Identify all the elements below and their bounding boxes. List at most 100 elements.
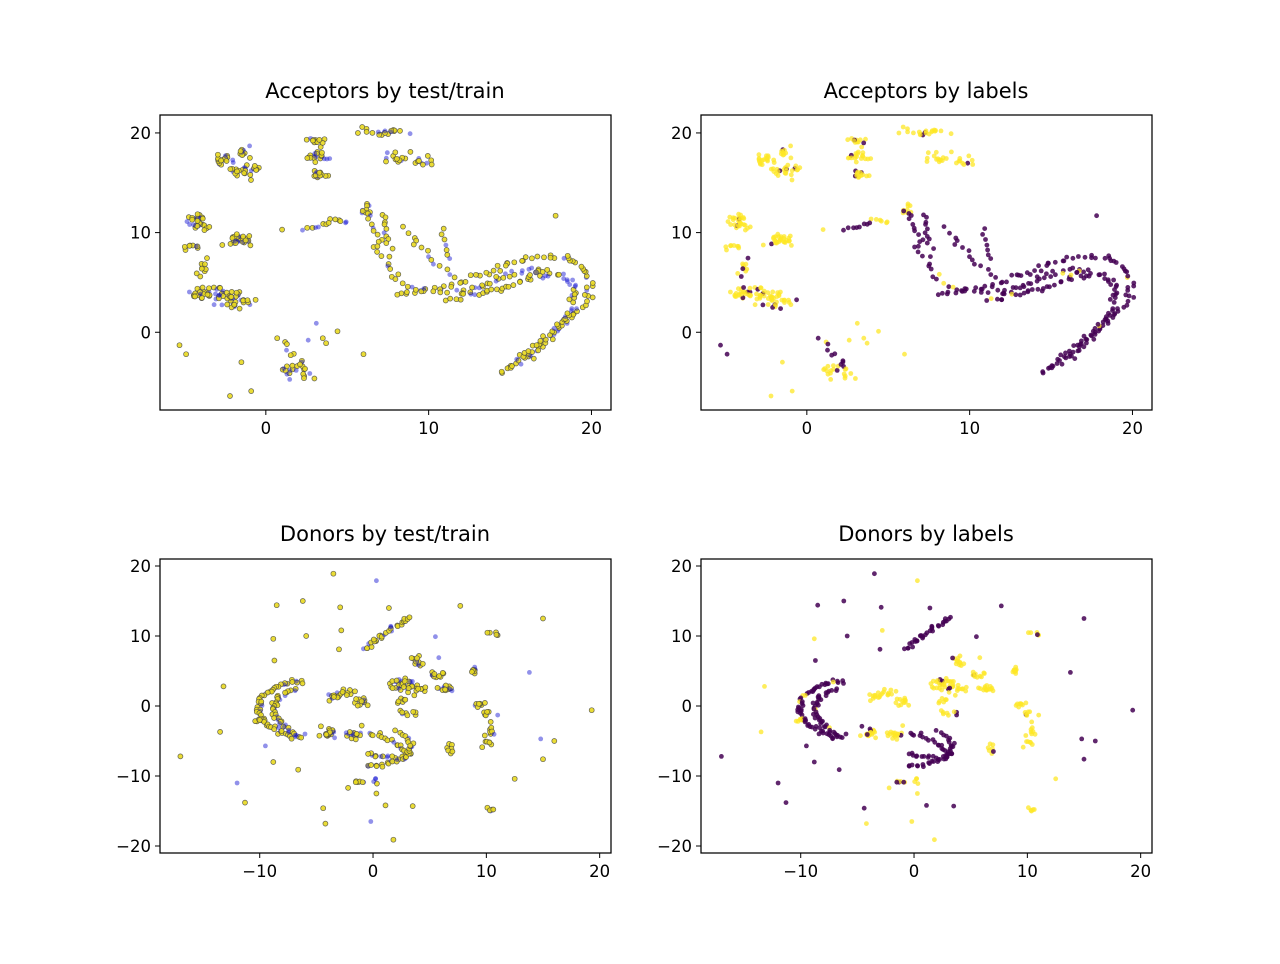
scatter-point-label-1 [923, 128, 929, 134]
y-tick-label: 10 [671, 627, 692, 646]
scatter-point-train [312, 159, 319, 165]
scatter-point-label-1 [784, 238, 790, 243]
scatter-point-label-0 [844, 633, 850, 639]
scatter-point-label-1 [788, 155, 794, 161]
scatter-point-test [443, 242, 449, 248]
scatter-point-train [204, 255, 210, 261]
scatter-point-label-1 [754, 291, 759, 297]
scatter-point-label-1 [822, 366, 828, 371]
scatter-point-test [373, 776, 378, 781]
scatter-point-train [323, 731, 330, 738]
scatter-point-test [409, 284, 415, 290]
scatter-point-train [533, 269, 539, 276]
scatter-point-train [537, 273, 543, 279]
scatter-point-train [258, 698, 265, 705]
scatter-point-label-0 [927, 605, 933, 611]
scatter-point-label-0 [845, 225, 851, 231]
scatter-point-label-0 [841, 227, 846, 233]
acceptors-test-train-subplot: Acceptors by test/train 0 10 20 0 10 20 [130, 79, 612, 438]
scatter-point-train [287, 352, 294, 359]
scatter-point-test [449, 688, 455, 694]
scatter-point-label-1 [735, 271, 741, 276]
scatter-point-label-0 [912, 637, 918, 642]
scatter-point-label-1 [868, 216, 874, 222]
scatter-point-train [285, 724, 292, 731]
scatter-point-train [438, 231, 445, 238]
scatter-point-label-1 [864, 340, 870, 346]
scatter-point-train [457, 280, 464, 286]
scatter-point-label-1 [789, 243, 794, 248]
scatter-point-train [457, 296, 464, 303]
scatter-point-train [252, 296, 259, 303]
scatter-point-test [292, 732, 298, 738]
scatter-point-train [215, 151, 221, 158]
scatter-point-test [230, 157, 236, 163]
scatter-point-train [484, 709, 490, 715]
x-tick-label: 10 [418, 419, 439, 438]
scatter-point-test [248, 168, 254, 174]
scatter-point-label-1 [915, 791, 920, 796]
scatter-point-label-0 [1084, 337, 1090, 342]
scatter-point-train [393, 677, 400, 684]
scatter-point-train [231, 301, 238, 308]
scatter-point-label-0 [1102, 255, 1108, 261]
scatter-point-train [402, 696, 409, 703]
scatter-point-label-1 [798, 717, 804, 723]
axis-ticks: −10 0 10 20 −20 −10 0 10 20 [116, 557, 610, 881]
scatter-point-label-1 [736, 211, 741, 217]
scatter-point-label-1 [758, 292, 764, 298]
scatter-point-label-1 [896, 703, 902, 708]
scatter-point-label-0 [1131, 280, 1137, 286]
scatter-point-test [316, 224, 321, 230]
scatter-point-train [227, 166, 234, 172]
scatter-point-label-0 [760, 302, 766, 308]
scatter-point-train [199, 215, 206, 222]
scatter-point-train [511, 271, 518, 278]
scatter-point-label-0 [861, 140, 867, 146]
scatter-point-train [220, 683, 227, 690]
scatter-point-train [441, 236, 448, 243]
scatter-point-train [322, 820, 329, 827]
scatter-point-train [194, 218, 201, 224]
scatter-points [176, 124, 596, 399]
scatter-point-train [217, 285, 223, 291]
scatter-point-label-0 [778, 306, 783, 311]
scatter-point-label-0 [1105, 277, 1111, 283]
scatter-point-train [248, 177, 254, 183]
scatter-point-train [515, 357, 522, 364]
scatter-point-label-0 [1081, 269, 1086, 275]
scatter-point-label-0 [930, 274, 936, 280]
scatter-point-train [554, 321, 560, 328]
scatter-point-label-1 [895, 731, 900, 737]
scatter-point-train [500, 274, 507, 281]
scatter-point-test [384, 150, 390, 156]
scatter-point-label-0 [920, 253, 925, 259]
scatter-point-label-1 [775, 290, 780, 296]
scatter-point-label-0 [930, 753, 936, 759]
scatter-point-train [277, 719, 284, 725]
scatter-point-label-0 [1055, 356, 1061, 362]
scatter-point-train [566, 296, 573, 303]
scatter-point-test [292, 688, 298, 694]
scatter-point-label-1 [911, 130, 916, 136]
scatter-point-label-1 [845, 155, 851, 161]
scatter-point-label-0 [817, 725, 823, 731]
scatter-point-label-0 [829, 352, 835, 358]
scatter-point-label-0 [1079, 338, 1084, 344]
scatter-point-label-1 [905, 129, 910, 135]
scatter-point-test [313, 154, 318, 160]
scatter-point-train [489, 728, 495, 735]
scatter-point-label-1 [738, 291, 744, 297]
scatter-point-train [578, 263, 585, 270]
scatter-point-label-1 [793, 718, 799, 724]
scatter-point-train [224, 301, 231, 308]
scatter-point-label-0 [905, 645, 911, 651]
scatter-point-train [447, 295, 454, 302]
scatter-point-train [248, 388, 255, 394]
scatter-point-label-1 [952, 692, 958, 698]
scatter-point-train [511, 775, 518, 782]
scatter-point-train [589, 280, 596, 286]
axis-ticks: 0 10 20 0 10 20 [671, 124, 1143, 438]
scatter-point-test [187, 222, 193, 227]
scatter-point-test [302, 731, 308, 737]
